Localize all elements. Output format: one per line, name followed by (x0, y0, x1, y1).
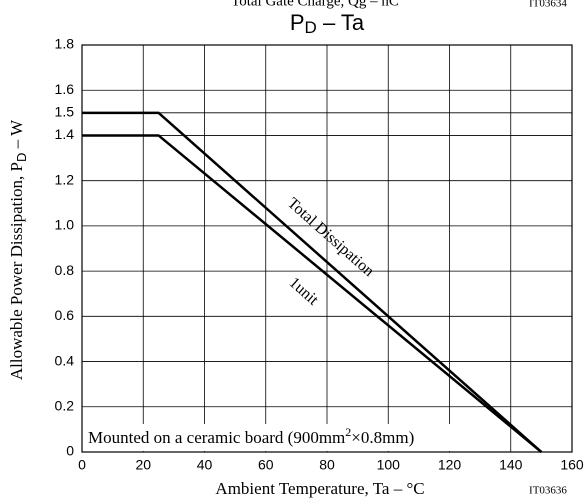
title-rest: – Ta (317, 10, 365, 35)
y-tick-label: 1.2 (55, 171, 75, 187)
series-line (82, 134, 543, 453)
annotation-main: Mounted on a ceramic board (900mm (88, 428, 345, 447)
y-tick-label: 1.8 (55, 36, 75, 52)
clipped-code: IT03634 (529, 0, 567, 10)
y-tick-label: 1.5 (55, 104, 75, 120)
y-label-rest: – W (7, 119, 26, 153)
y-tick-label: 0 (66, 443, 74, 459)
x-tick-label: 20 (135, 457, 151, 473)
x-axis-label: Ambient Temperature, Ta – °C (215, 479, 424, 498)
series-line (82, 111, 543, 453)
x-tick-label: 160 (560, 457, 584, 473)
x-tick-label: 100 (377, 457, 401, 473)
x-tick-label: 40 (197, 457, 213, 473)
y-tick-label: 1.0 (55, 217, 75, 233)
x-tick-label: 0 (78, 457, 86, 473)
y-label-main: Allowable Power Dissipation, P (7, 162, 26, 380)
annotation-sup: 2 (345, 425, 351, 439)
plot-frame (81, 44, 573, 453)
y-tick-label: 0.2 (55, 397, 75, 413)
series-label: 1unit (286, 274, 322, 309)
y-tick-label: 1.6 (55, 81, 75, 97)
title-sub: D (305, 18, 317, 37)
x-tick-label: 120 (438, 457, 462, 473)
title-main: P (290, 10, 305, 35)
annotation-rest: ×0.8mm) (351, 428, 414, 447)
x-tick-label: 140 (499, 457, 523, 473)
annotation-box (84, 424, 496, 451)
x-tick-label: 80 (319, 457, 335, 473)
y-tick-label: 1.4 (55, 126, 75, 142)
y-tick-label: 0.4 (55, 352, 75, 368)
annotation: Mounted on a ceramic board (900mm2×0.8mm… (88, 425, 414, 447)
x-tick-label: 60 (258, 457, 274, 473)
y-tick-label: 0.8 (55, 262, 75, 278)
figure-code: IT03636 (529, 485, 567, 497)
y-tick-label: 0.6 (55, 307, 75, 323)
y-axis-label: Allowable Power Dissipation, PD – W (7, 119, 30, 380)
y-label-sub: D (14, 153, 29, 162)
chart-title: PD – Ta (290, 10, 365, 38)
clipped-title: Total Gate Charge, Qg – nC (231, 0, 399, 9)
